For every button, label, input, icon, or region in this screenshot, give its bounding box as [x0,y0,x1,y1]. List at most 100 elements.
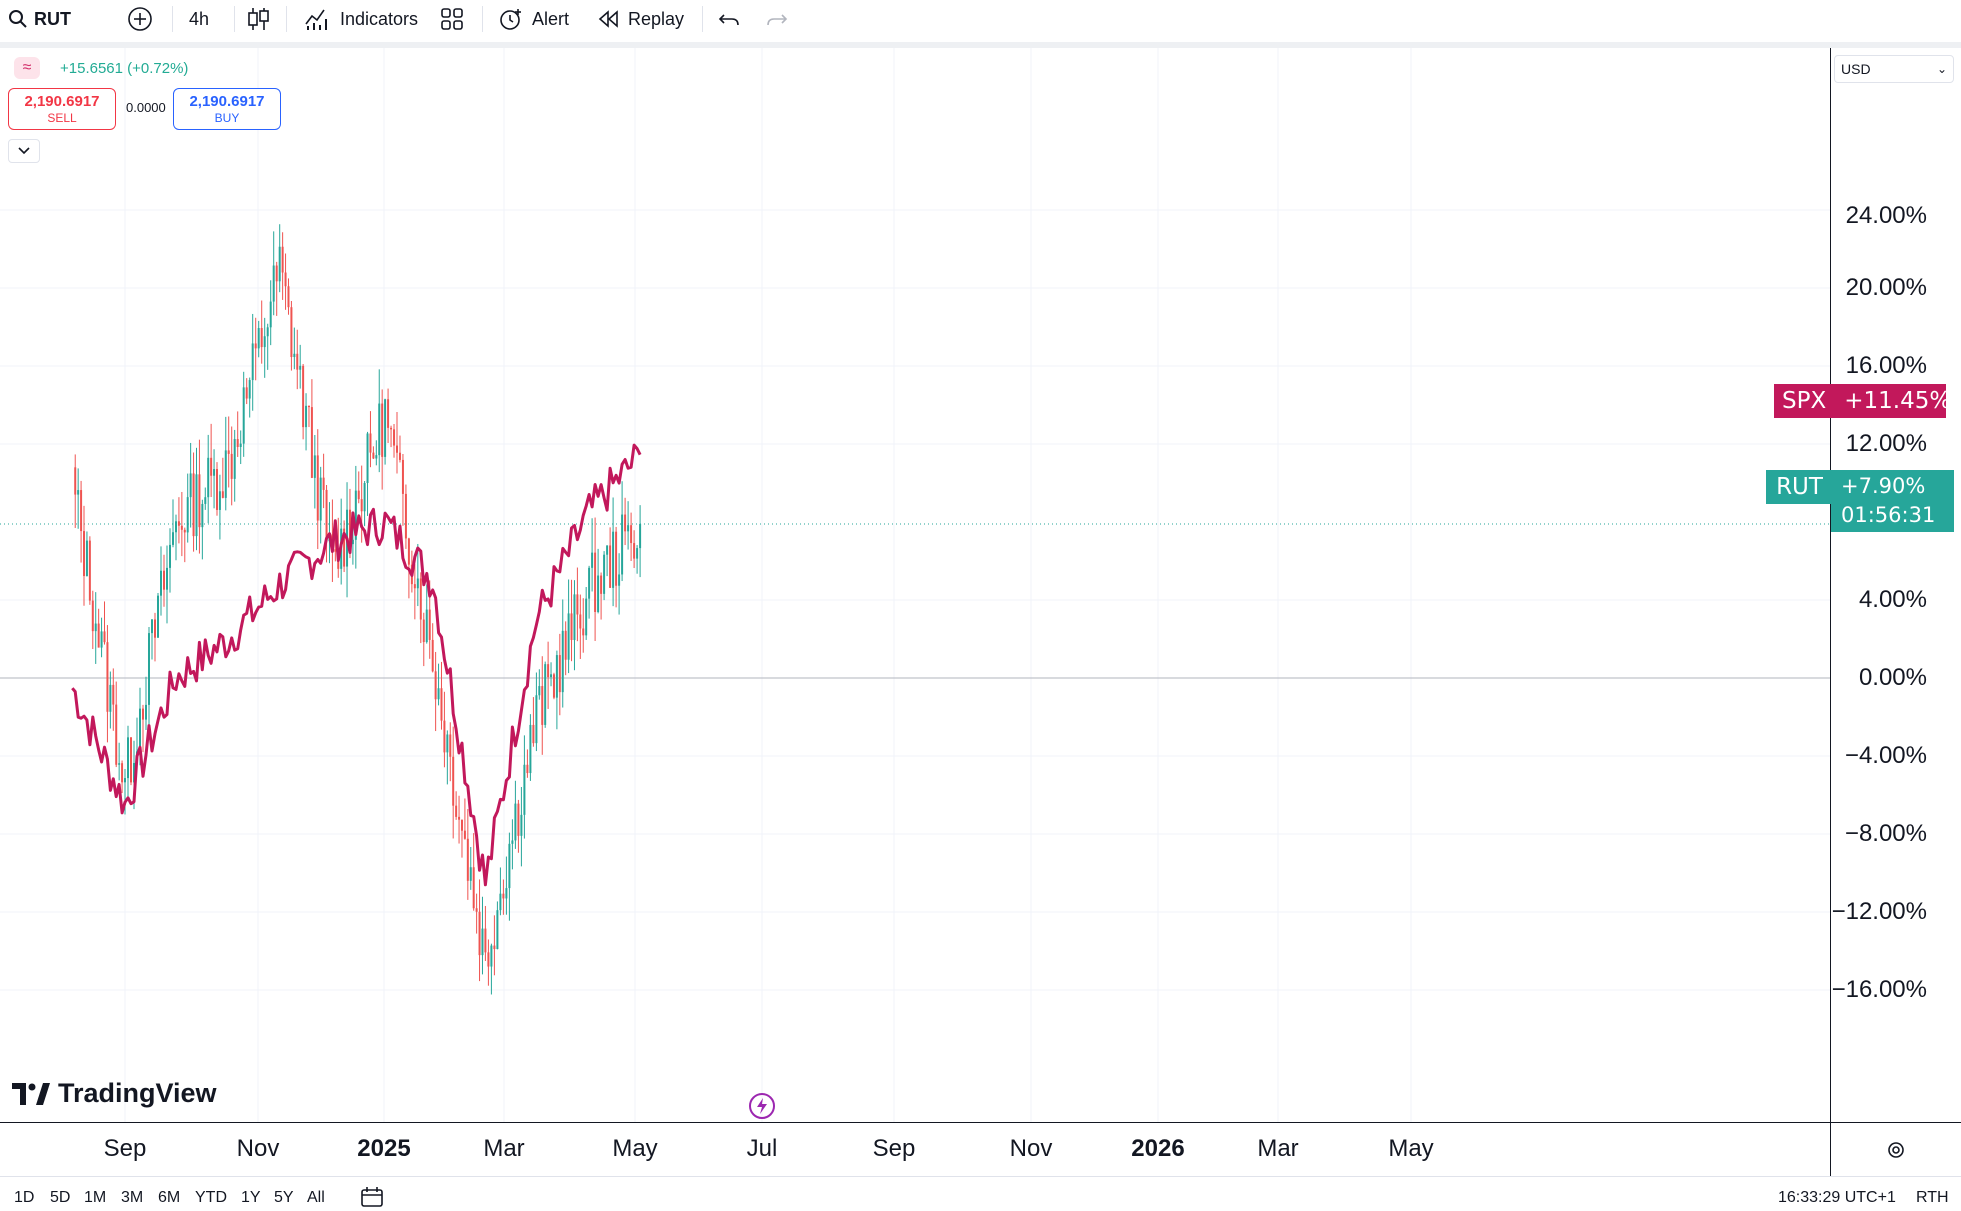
price-axis[interactable]: 24.00% 20.00% 16.00% 12.00% 4.00% 0.00% −4.00%… [1830,48,1961,1122]
currency-select[interactable]: USD ⌄ [1834,55,1954,83]
range-button[interactable]: 5D [50,1189,71,1206]
rut-candle-body [302,365,305,428]
range-button[interactable]: 1D [14,1189,35,1206]
rut-candle-body [541,686,544,725]
time-axis[interactable]: Sep Nov 2025 Mar May Jul Sep Nov 2026 Mar May [0,1122,1830,1176]
collapse-legend-button[interactable] [8,139,40,163]
rut-candle-body [195,474,198,537]
interval-button[interactable]: 4h [189,0,209,38]
layouts-button[interactable] [440,0,464,38]
rut-candle-body [517,803,520,836]
alarm-clock-icon [500,9,521,30]
symbol-label: RUT [34,8,71,29]
rut-candle-body [296,353,299,370]
chart-type-button[interactable] [246,0,270,38]
rut-candle-body [74,467,77,495]
calendar-icon[interactable] [360,1186,384,1211]
price-axis-label: 4.00% [1858,586,1927,613]
indicators-icon [305,9,327,30]
rut-candle-body [573,594,576,641]
rut-candle-body [106,642,109,712]
range-button[interactable]: 3M [121,1189,144,1206]
rut-candle-body [278,246,281,282]
rut-candle-body [523,764,526,815]
compare-button[interactable] [126,0,154,38]
rut-candle-body [552,674,555,698]
range-button[interactable]: 5Y [274,1189,294,1206]
symbol-search[interactable]: RUT [8,0,71,38]
indicators-button[interactable]: Indicators [304,0,418,38]
rut-candle-body [390,427,393,430]
rut-candle-body [172,532,174,545]
rut-candle-body [624,514,627,532]
price-axis-label: −8.00% [1844,820,1927,847]
rut-candle-body [419,578,422,620]
tradingview-logo-mark [12,1082,50,1105]
rut-candle-body [446,734,449,753]
time-axis-label: May [1388,1135,1434,1162]
rut-candle-body [169,544,171,568]
chart-canvas[interactable] [0,48,1830,1122]
rut-candle-body [475,908,478,912]
rut-candle-body [115,704,118,765]
rut-candle-body [387,399,390,428]
buy-button[interactable]: 2,190.6917 BUY [173,88,281,130]
rut-candle-body [547,664,550,678]
rut-candle-body [322,477,325,490]
rut-candle-body [207,457,210,498]
rut-candle-body [151,619,153,634]
time-axis-label: Jul [746,1135,778,1162]
rut-candle-body [529,724,532,774]
redo-button[interactable] [766,0,788,38]
session-toggle[interactable]: RTH [1916,1189,1949,1206]
range-button[interactable]: 6M [158,1189,181,1206]
rut-candle-body [284,272,287,287]
undo-button[interactable] [718,0,740,38]
rut-candle-body [502,893,505,899]
rut-candle-body [325,489,328,542]
interval-label: 4h [189,8,210,29]
rut-candle-body [307,405,310,408]
spx-line [71,443,642,887]
rut-candle-body [425,609,428,643]
plus-circle-icon [128,7,152,31]
chevron-down-icon [18,147,30,155]
clock-time[interactable]: 16:33:29 UTC+1 [1778,1189,1896,1206]
range-button[interactable]: YTD [195,1189,227,1206]
rut-candle-body [428,609,431,640]
rut-candle-body [363,483,366,512]
chart-pane[interactable]: ≈ +15.6561 (+0.72%) 2,190.6917 SELL 0.00… [0,48,1830,1122]
axis-settings-corner[interactable] [1830,1122,1961,1176]
time-axis-label: Mar [1257,1135,1299,1162]
replay-button[interactable]: Replay [598,0,684,38]
rut-candle-body [567,613,570,660]
rut-candle-body [505,888,508,899]
rut-candle-body [124,778,126,783]
indicators-label: Indicators [340,8,419,29]
settings-icon[interactable] [1885,1139,1907,1161]
range-button[interactable]: 1M [84,1189,107,1206]
price-axis-label: −16.00% [1831,976,1927,1003]
rut-candle-body [266,327,269,337]
news-flash-icon[interactable] [749,1093,775,1119]
alert-button[interactable]: Alert [498,0,569,38]
rut-candle-body [416,578,419,589]
rut-candle-body [490,945,493,967]
range-button[interactable]: 1Y [241,1189,261,1206]
rut-candle-body [230,453,233,479]
toolbar-separator [0,42,1961,48]
buy-label: BUY [214,111,240,125]
rut-candle-body [130,737,132,783]
rut-candle-body [633,543,636,559]
price-axis-label: 16.00% [1845,352,1927,379]
rut-candle-body [381,403,384,457]
rut-candle-body [615,531,618,586]
compare-series-icon[interactable]: ≈ [14,57,40,79]
toolbar-divider [234,6,235,32]
tradingview-logo[interactable]: TradingView [12,1078,217,1109]
range-button[interactable]: All [307,1189,325,1206]
rut-candle-body [434,671,437,700]
chevron-down-icon: ⌄ [1936,62,1947,76]
sell-button[interactable]: 2,190.6917 SELL [8,88,116,130]
rut-candle-body [463,830,466,839]
